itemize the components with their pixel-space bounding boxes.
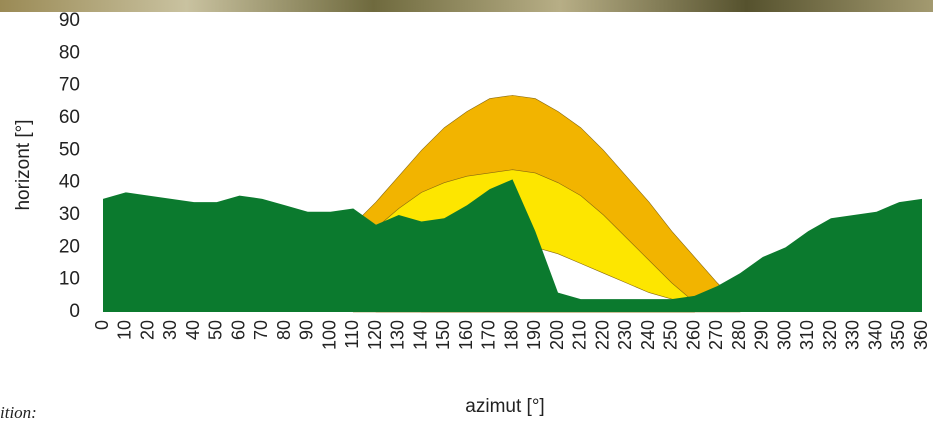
y-tick-label: 0 xyxy=(69,301,80,322)
x-tick-label: 290 xyxy=(752,320,772,350)
x-tick-label: 270 xyxy=(706,320,726,350)
x-tick-label: 110 xyxy=(342,320,362,349)
x-tick-label: 40 xyxy=(183,320,203,340)
x-tick-label: 210 xyxy=(570,320,590,350)
x-tick-label: 150 xyxy=(433,320,453,350)
x-tick-label: 240 xyxy=(638,320,658,350)
x-tick-label: 300 xyxy=(774,320,794,350)
x-tick-label: 220 xyxy=(592,320,612,350)
x-tick-label: 180 xyxy=(501,320,521,350)
x-tick-label: 250 xyxy=(661,320,681,350)
x-tick-label: 200 xyxy=(547,320,567,350)
x-tick-label: 130 xyxy=(388,320,408,350)
x-tick-label: 350 xyxy=(888,320,908,350)
x-tick-label: 10 xyxy=(115,320,135,340)
x-tick-label: 50 xyxy=(206,320,226,340)
x-tick-label: 140 xyxy=(410,320,430,350)
y-tick-label: 50 xyxy=(59,139,80,160)
x-tick-label: 80 xyxy=(274,320,294,340)
x-tick-label: 20 xyxy=(137,320,157,340)
y-tick-label: 60 xyxy=(59,107,80,128)
x-tick-label: 280 xyxy=(729,320,749,350)
x-tick-label: 190 xyxy=(524,320,544,350)
x-axis-title: azimut [°] xyxy=(465,396,544,417)
x-tick-label: 230 xyxy=(615,320,635,350)
y-tick-label: 70 xyxy=(59,75,80,96)
y-tick-label: 30 xyxy=(59,204,80,225)
x-tick-label: 330 xyxy=(843,320,863,350)
x-tick-label: 340 xyxy=(865,320,885,350)
x-tick-label: 100 xyxy=(319,320,339,350)
x-tick-label: 260 xyxy=(683,320,703,350)
photo-strip xyxy=(0,0,933,12)
y-tick-label: 90 xyxy=(59,10,80,31)
x-tick-label: 60 xyxy=(228,320,248,340)
caption: ition: xyxy=(0,403,37,422)
y-tick-label: 40 xyxy=(59,172,80,193)
x-tick-label: 160 xyxy=(456,320,476,350)
y-axis-title: horizont [°] xyxy=(13,119,34,210)
x-tick-label: 30 xyxy=(160,320,180,340)
y-tick-label: 10 xyxy=(59,269,80,290)
y-tick-label: 80 xyxy=(59,42,80,63)
x-tick-label: 120 xyxy=(365,320,385,350)
x-tick-label: 90 xyxy=(297,320,317,340)
x-tick-label: 70 xyxy=(251,320,271,340)
x-tick-label: 170 xyxy=(479,320,499,350)
x-tick-label: 360 xyxy=(911,320,931,350)
area xyxy=(103,179,922,312)
y-tick-label: 20 xyxy=(59,236,80,257)
x-tick-label: 0 xyxy=(92,320,112,330)
x-tick-label: 310 xyxy=(797,320,817,350)
x-tick-label: 320 xyxy=(820,320,840,350)
